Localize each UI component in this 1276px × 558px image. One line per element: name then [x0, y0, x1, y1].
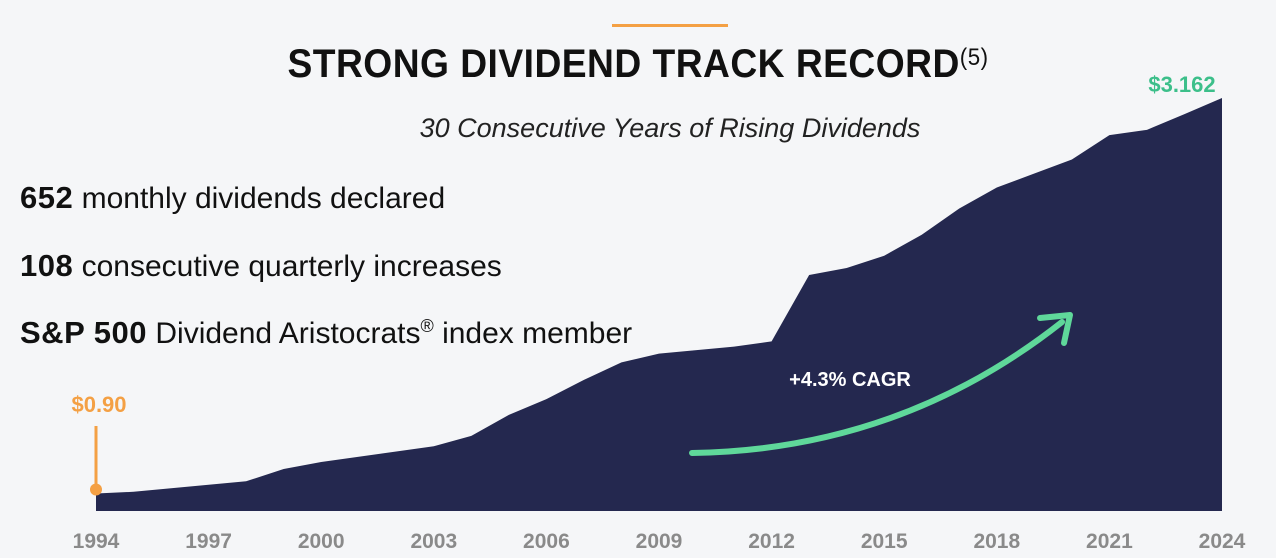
registered-mark: ® [420, 316, 434, 336]
x-tick-label: 2000 [298, 530, 345, 553]
x-tick-label: 2006 [523, 530, 570, 553]
stat-label: monthly dividends declared [81, 182, 446, 215]
end-value-label: $3.162 [1148, 72, 1215, 97]
start-value-label: $0.90 [71, 392, 126, 417]
stat-label: consecutive quarterly increases [81, 250, 502, 283]
accent-line [612, 24, 728, 27]
stat-suffix: index member [433, 317, 633, 350]
cagr-arrow [689, 319, 1065, 456]
x-tick-label: 2021 [1086, 530, 1133, 553]
x-tick-label: 2009 [636, 530, 683, 553]
stat-aristocrats: S&P 500 Dividend Aristocrats® index memb… [20, 315, 632, 351]
cagr-arrowhead [1037, 312, 1073, 346]
stat-monthly-dividends: 652 monthly dividends declared [20, 180, 445, 216]
stat-label: Dividend Aristocrats [155, 317, 421, 350]
x-tick-label: 2018 [973, 530, 1020, 553]
dividend-area [96, 98, 1222, 511]
title-footnote: (5) [959, 44, 989, 71]
stat-quarterly-increases: 108 consecutive quarterly increases [20, 248, 502, 284]
cagr-label: +4.3% CAGR [789, 369, 911, 391]
x-tick-label: 2003 [410, 530, 457, 553]
x-tick-label: 1994 [73, 530, 120, 553]
page-title: STRONG DIVIDEND TRACK RECORD(5) [45, 42, 1232, 87]
stat-value: 108 [20, 248, 74, 283]
subtitle: 30 Consecutive Years of Rising Dividends [419, 113, 921, 143]
start-marker-dot [90, 483, 102, 496]
stat-value: S&P 500 [20, 315, 148, 350]
stat-value: 652 [20, 180, 74, 215]
x-tick-label: 2015 [861, 530, 908, 553]
x-tick-label: 2024 [1199, 530, 1246, 553]
x-tick-label: 2012 [748, 530, 795, 553]
title-text: STRONG DIVIDEND TRACK RECORD [287, 42, 960, 86]
x-tick-label: 1997 [185, 530, 232, 553]
